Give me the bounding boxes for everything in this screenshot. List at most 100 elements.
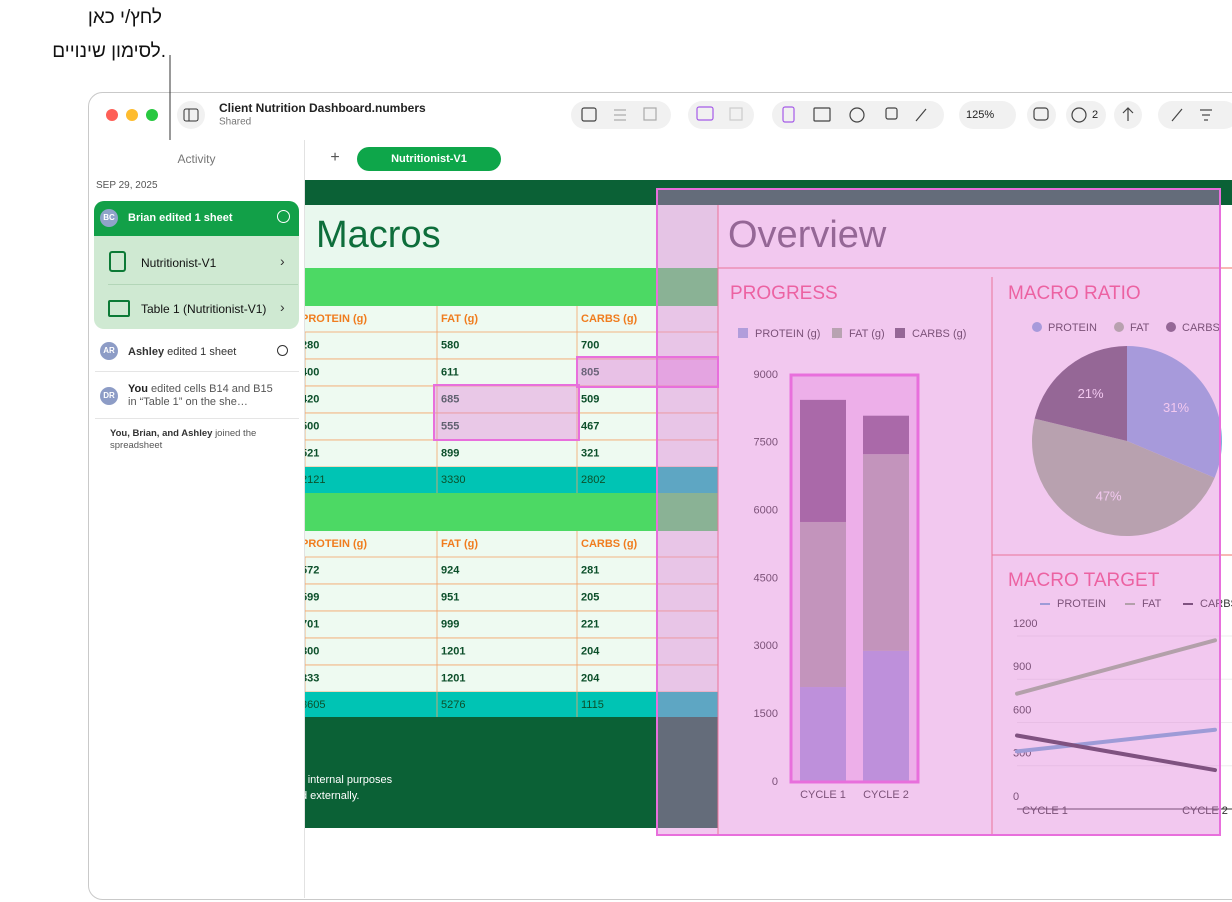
activity-text: edited cells B14 and B15 in “Table 1” on… <box>128 383 273 408</box>
x-tick-label: CYCLE 1 <box>800 789 846 801</box>
avatar: AR <box>100 342 118 360</box>
legend-label: FAT <box>1130 322 1150 334</box>
x-tick-label: CYCLE 2 <box>1182 805 1228 817</box>
activity-entry[interactable]: Ashley edited 1 sheet <box>128 346 268 358</box>
collapse-button[interactable] <box>277 210 290 223</box>
table-cell: 204 <box>581 645 600 657</box>
add-sheet-button[interactable]: + <box>330 149 339 166</box>
total-cell: 3605 <box>301 699 325 711</box>
activity-item[interactable]: Nutritionist-V1 <box>141 256 217 270</box>
table-row <box>304 358 719 387</box>
sheet-title: Macros <box>316 214 441 256</box>
table-header-row <box>305 531 718 557</box>
sheet-tab[interactable] <box>357 147 501 171</box>
comment-button[interactable] <box>1027 101 1056 129</box>
table-cell: 1201 <box>441 672 465 684</box>
minimize-button[interactable] <box>126 109 138 121</box>
sheet-tab-label[interactable]: Nutritionist-V1 <box>391 153 467 165</box>
activity-note: You, Brian, and Ashley joined the spread… <box>110 428 280 452</box>
activity-item[interactable]: Table 1 (Nutritionist-V1) <box>141 302 267 316</box>
avatar: BC <box>100 209 118 227</box>
chart-title: MACRO TARGET <box>1008 570 1160 591</box>
legend-dot <box>1166 322 1176 332</box>
line-series <box>1015 638 1217 696</box>
table-cell: 1201 <box>441 645 465 657</box>
y-tick-label: 0 <box>1013 791 1019 803</box>
table-row <box>304 610 719 639</box>
legend-swatch <box>895 328 905 338</box>
bar-segment <box>800 687 846 782</box>
chevron: › <box>280 253 285 269</box>
total-cell: 2121 <box>301 474 325 486</box>
zoom-button[interactable] <box>146 109 158 121</box>
table-cell: 599 <box>301 591 319 603</box>
table-cell: 205 <box>581 591 599 603</box>
collaborator-count[interactable]: 2 <box>1092 109 1098 121</box>
separator <box>95 418 299 419</box>
table-cell: 321 <box>581 447 599 459</box>
activity-group-header[interactable] <box>94 201 299 236</box>
format-group[interactable] <box>1158 101 1232 129</box>
legend-label: PROTEIN <box>1057 598 1106 610</box>
y-tick-label: 1500 <box>754 708 778 720</box>
callout-line: לסימון שינויים. <box>52 41 166 62</box>
pie-slice <box>1031 418 1215 537</box>
table-row <box>304 637 719 666</box>
table-cell: 572 <box>301 564 319 576</box>
chevron: › <box>280 299 285 315</box>
legend-swatch <box>832 328 842 338</box>
table-cell: 521 <box>301 447 319 459</box>
table-cell: 400 <box>301 366 319 378</box>
pie-label: 47% <box>1096 488 1122 503</box>
y-tick-label: 900 <box>1013 661 1031 673</box>
zoom-level[interactable]: 125% <box>966 109 994 121</box>
activity-note-names: You, Brian, and Ashley <box>110 428 213 439</box>
table-cell: 467 <box>581 420 599 432</box>
header-band <box>305 180 1232 205</box>
table-cell: 280 <box>301 339 319 351</box>
table-cell: 999 <box>441 618 459 630</box>
table-header-row <box>305 306 718 332</box>
legend-label: FAT <box>1142 598 1162 610</box>
y-tick-label: 0 <box>772 776 778 788</box>
table-cell: 701 <box>301 618 319 630</box>
activity-group[interactable]: BC Brian edited 1 sheet Nutritionist-V1 … <box>94 201 299 329</box>
legend-swatch <box>738 328 748 338</box>
bar-segment <box>863 415 909 455</box>
total-cell: 1115 <box>581 699 604 711</box>
activity-entry[interactable]: You edited cells B14 and B15 in “Table 1… <box>128 383 278 409</box>
sidebar-toggle[interactable] <box>177 101 205 129</box>
activity-sidebar: Activity SEP 29, 2025 BC Brian edited 1 … <box>89 140 305 898</box>
table-cell: 833 <box>301 672 319 684</box>
table-cell: 800 <box>301 645 319 657</box>
zoom-menu[interactable] <box>959 101 1016 129</box>
legend-label: PROTEIN (g) <box>755 328 820 340</box>
legend-dot <box>1032 322 1042 332</box>
table-icon <box>108 300 130 317</box>
expand-button[interactable] <box>277 345 288 356</box>
total-cell: 2802 <box>581 474 605 486</box>
bar-segment <box>863 650 909 782</box>
table-cell: 500 <box>301 420 319 432</box>
legend-label: CARBS <box>1182 322 1220 334</box>
table-cell: 899 <box>441 447 459 459</box>
title-area <box>305 205 718 268</box>
total-row <box>305 692 718 718</box>
toolbar-group <box>772 101 944 129</box>
sheet-icon <box>109 251 126 272</box>
table-band <box>305 268 718 306</box>
chart-title: PROGRESS <box>730 283 838 304</box>
bar-segment <box>800 521 846 688</box>
table-cell: 555 <box>441 420 459 432</box>
avatar: DR <box>100 387 118 405</box>
document-subtitle: Shared <box>219 117 251 128</box>
total-cell: 5276 <box>441 699 465 711</box>
activity-text: edited 1 sheet <box>167 346 237 358</box>
y-tick-label: 7500 <box>754 437 778 449</box>
column-header: FAT (g) <box>441 313 478 325</box>
table-row <box>304 556 719 585</box>
close-button[interactable] <box>106 109 118 121</box>
sheet-canvas: Macros PROTEIN (g) FAT (g) CARBS (g) 280 580 7… <box>301 180 1232 836</box>
table-cell: 805 <box>581 366 599 378</box>
